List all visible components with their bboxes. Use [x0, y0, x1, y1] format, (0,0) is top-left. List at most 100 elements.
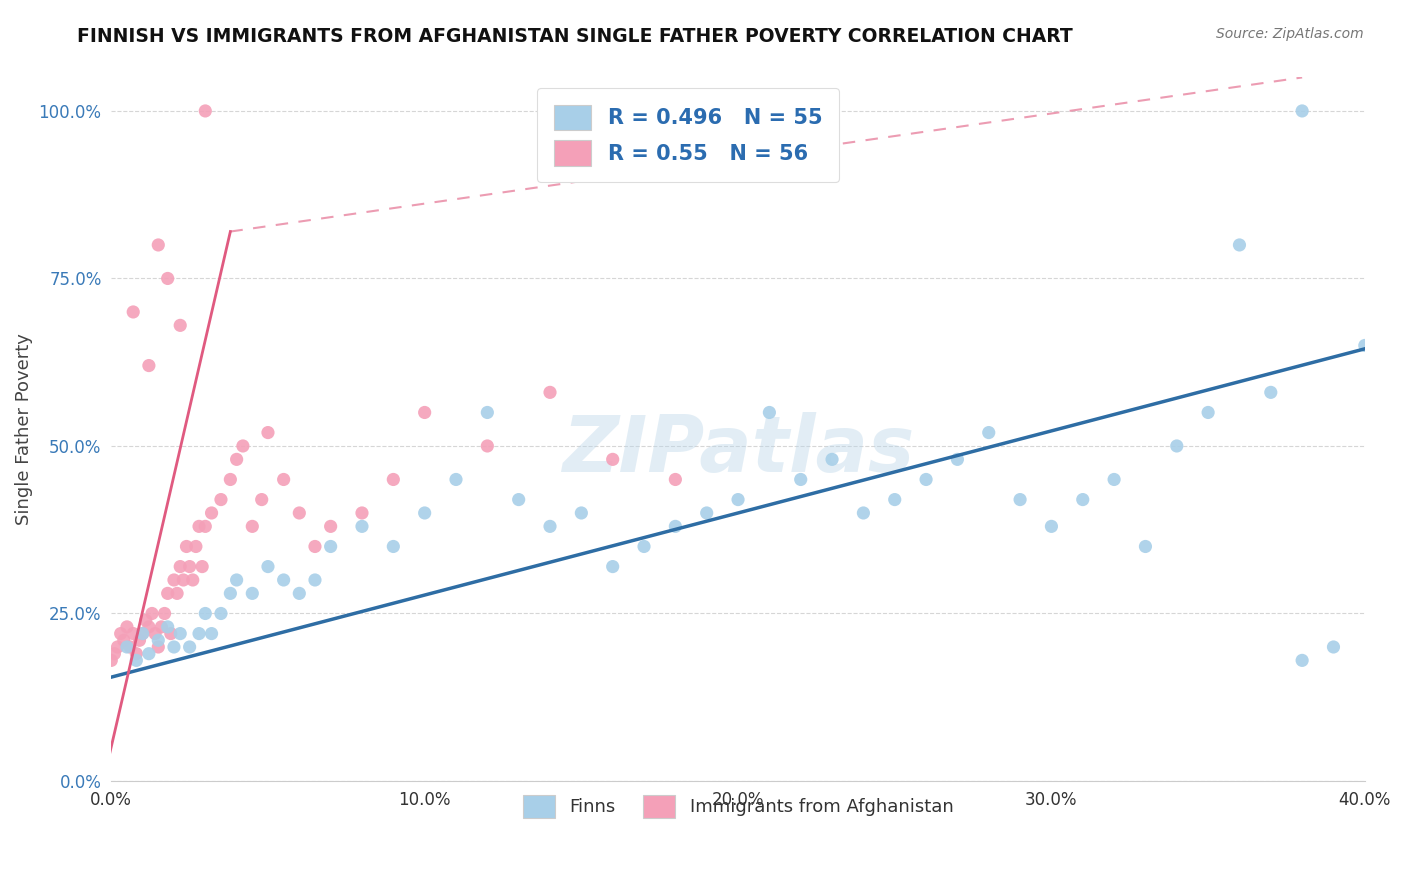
Point	[184, 540, 207, 554]
Point	[790, 473, 813, 487]
Point	[477, 405, 499, 419]
Point	[319, 519, 342, 533]
Point	[696, 506, 718, 520]
Point	[188, 626, 211, 640]
Point	[209, 607, 232, 621]
Text: FINNISH VS IMMIGRANTS FROM AFGHANISTAN SINGLE FATHER POVERTY CORRELATION CHART: FINNISH VS IMMIGRANTS FROM AFGHANISTAN S…	[77, 27, 1073, 45]
Point	[633, 540, 655, 554]
Point	[138, 359, 160, 373]
Point	[169, 559, 191, 574]
Point	[115, 620, 138, 634]
Point	[125, 653, 148, 667]
Point	[1354, 338, 1376, 352]
Point	[138, 647, 160, 661]
Point	[163, 640, 186, 654]
Point	[219, 473, 242, 487]
Point	[1040, 519, 1063, 533]
Point	[122, 626, 145, 640]
Point	[176, 540, 198, 554]
Point	[1260, 385, 1282, 400]
Point	[110, 626, 132, 640]
Point	[758, 405, 780, 419]
Point	[148, 633, 170, 648]
Point	[112, 633, 135, 648]
Point	[1322, 640, 1344, 654]
Point	[141, 607, 163, 621]
Point	[1010, 492, 1032, 507]
Point	[821, 452, 844, 467]
Point	[122, 305, 145, 319]
Legend: Finns, Immigrants from Afghanistan: Finns, Immigrants from Afghanistan	[516, 789, 960, 825]
Point	[194, 607, 217, 621]
Point	[138, 620, 160, 634]
Point	[304, 573, 326, 587]
Point	[188, 519, 211, 533]
Point	[602, 559, 624, 574]
Point	[232, 439, 254, 453]
Point	[153, 607, 176, 621]
Point	[257, 559, 280, 574]
Y-axis label: Single Father Poverty: Single Father Poverty	[15, 334, 32, 525]
Point	[240, 586, 263, 600]
Point	[288, 506, 311, 520]
Point	[1291, 653, 1313, 667]
Point	[179, 559, 201, 574]
Point	[977, 425, 1000, 440]
Point	[194, 103, 217, 118]
Point	[163, 573, 186, 587]
Point	[194, 519, 217, 533]
Point	[135, 613, 157, 627]
Point	[1135, 540, 1157, 554]
Point	[240, 519, 263, 533]
Point	[143, 626, 166, 640]
Point	[103, 647, 125, 661]
Point	[181, 573, 204, 587]
Point	[225, 573, 247, 587]
Point	[169, 318, 191, 333]
Point	[169, 626, 191, 640]
Point	[148, 238, 170, 252]
Point	[915, 473, 938, 487]
Point	[350, 506, 373, 520]
Point	[273, 573, 295, 587]
Point	[257, 425, 280, 440]
Point	[200, 626, 222, 640]
Point	[191, 559, 214, 574]
Point	[172, 573, 194, 587]
Text: ZIPatlas: ZIPatlas	[562, 412, 914, 488]
Point	[1166, 439, 1188, 453]
Point	[413, 405, 436, 419]
Point	[179, 640, 201, 654]
Point	[131, 626, 153, 640]
Point	[273, 473, 295, 487]
Point	[225, 452, 247, 467]
Point	[852, 506, 875, 520]
Point	[727, 492, 749, 507]
Point	[538, 519, 561, 533]
Point	[288, 586, 311, 600]
Point	[1291, 103, 1313, 118]
Point	[128, 633, 150, 648]
Point	[1229, 238, 1251, 252]
Point	[946, 452, 969, 467]
Point	[156, 586, 179, 600]
Point	[120, 640, 142, 654]
Point	[477, 439, 499, 453]
Point	[150, 620, 173, 634]
Point	[156, 620, 179, 634]
Point	[413, 506, 436, 520]
Point	[200, 506, 222, 520]
Point	[319, 540, 342, 554]
Point	[569, 506, 592, 520]
Point	[602, 452, 624, 467]
Point	[107, 640, 129, 654]
Point	[156, 271, 179, 285]
Point	[125, 647, 148, 661]
Point	[219, 586, 242, 600]
Point	[350, 519, 373, 533]
Point	[159, 626, 181, 640]
Point	[508, 492, 530, 507]
Point	[148, 640, 170, 654]
Point	[115, 640, 138, 654]
Point	[382, 473, 405, 487]
